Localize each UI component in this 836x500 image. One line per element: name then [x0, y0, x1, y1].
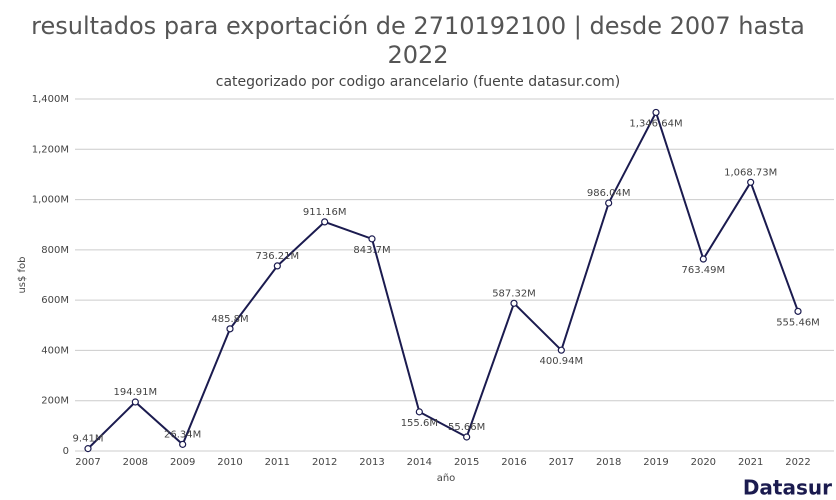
x-tick-label: 2015: [454, 457, 479, 468]
point: [179, 440, 187, 448]
x-tick-label: 2008: [123, 457, 148, 468]
point: [415, 408, 423, 416]
point: [699, 255, 707, 263]
data-label: 736.21M: [256, 251, 300, 262]
point: [652, 108, 660, 117]
point: [794, 307, 802, 315]
x-tick-label: 2011: [265, 457, 290, 468]
point: [84, 445, 92, 453]
x-tick-label: 2019: [643, 457, 668, 468]
x-axis-label: año: [437, 473, 456, 484]
data-label: 1,068.73M: [724, 167, 777, 178]
chart-subtitle: categorizado por codigo arancelario (fue…: [216, 74, 620, 90]
point: [226, 325, 234, 333]
data-label: 986.04M: [587, 188, 631, 199]
x-tick-label: 2013: [359, 457, 384, 468]
data-label: 9.41M: [73, 434, 104, 445]
point: [368, 235, 376, 243]
y-tick-label: 400M: [41, 345, 69, 356]
x-tick-label: 2020: [691, 457, 716, 468]
data-label: 55.66M: [448, 422, 485, 433]
data-label: 843.7M: [353, 245, 390, 256]
y-tick-label: 1,200M: [32, 144, 69, 155]
data-label: 587.32M: [492, 288, 536, 299]
y-tick-label: 200M: [41, 396, 69, 407]
data-label: 26.34M: [164, 429, 201, 440]
x-tick-label: 2021: [738, 457, 763, 468]
point: [747, 178, 755, 186]
point: [605, 199, 613, 207]
point: [273, 262, 281, 270]
y-tick-label: 1,400M: [32, 94, 69, 105]
point: [557, 346, 565, 354]
data-label: 485.8M: [211, 314, 248, 325]
y-tick-label: 800M: [41, 245, 69, 256]
x-tick-label: 2022: [785, 457, 810, 468]
chart-title: resultados para exportación de 271019210…: [31, 12, 805, 69]
data-label: 911.16M: [303, 207, 347, 218]
data-label: 194.91M: [114, 387, 158, 398]
x-tick-label: 2010: [217, 457, 242, 468]
y-tick-label: 600M: [41, 295, 69, 306]
point: [463, 433, 471, 441]
x-tick-label: 2012: [312, 457, 337, 468]
data-label: 763.49M: [682, 265, 726, 276]
point: [131, 398, 139, 406]
y-tick-label: 1,000M: [32, 195, 69, 206]
x-tick-label: 2014: [407, 457, 432, 468]
brand-logo: Datasur: [743, 476, 832, 500]
point: [321, 218, 329, 226]
x-tick-label: 2018: [596, 457, 621, 468]
y-tick-label: 0: [63, 446, 69, 457]
data-label: 400.94M: [540, 356, 584, 367]
y-axis-label: us$ fob: [17, 256, 28, 293]
x-tick-label: 2017: [549, 457, 574, 468]
x-tick-label: 2007: [75, 457, 100, 468]
data-label: 555.46M: [776, 317, 820, 328]
line-series: [87, 109, 799, 450]
data-label: 155.6M: [401, 418, 438, 429]
x-tick-label: 2016: [501, 457, 526, 468]
data-label: 1,346.64M: [629, 118, 682, 129]
point: [510, 299, 518, 307]
x-tick-label: 2009: [170, 457, 195, 468]
